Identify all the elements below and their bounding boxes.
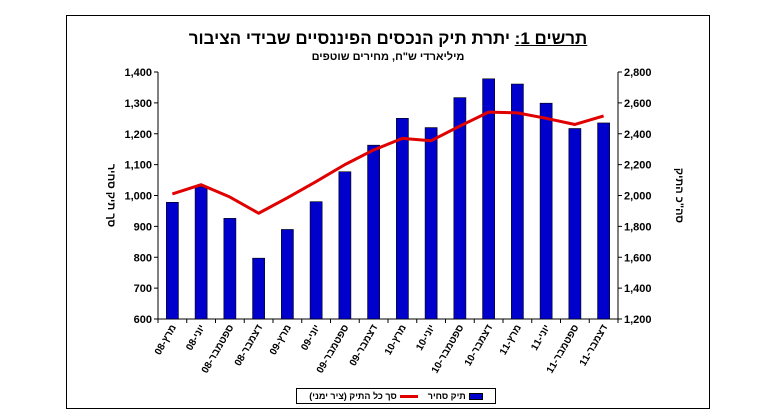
right-tick-label: 2,400	[624, 129, 652, 141]
legend-swatch-line	[399, 394, 418, 398]
bar	[482, 78, 495, 320]
bar	[252, 257, 265, 320]
right-tick-label: 1,200	[624, 314, 652, 326]
left-tick-label: 900	[134, 221, 152, 233]
bar	[194, 186, 208, 320]
right-tick-label: 1,800	[624, 221, 652, 233]
bar	[309, 201, 323, 320]
bar	[597, 122, 610, 320]
x-tick-label: יוני-09	[299, 323, 322, 353]
right-tick-label: 2,800	[624, 67, 652, 79]
chart-title: תרשים 1: יתרת תיק הנכסים הפיננסיים שבידי…	[66, 29, 710, 49]
bar	[453, 97, 467, 320]
left-tick-label: 1,000	[124, 191, 152, 203]
legend-swatch-bar	[468, 392, 483, 400]
right-tick-label: 2,600	[624, 98, 652, 110]
left-axis-label: סך תיק סחיר	[105, 164, 117, 228]
bar	[396, 118, 409, 320]
x-tick-label: מרץ-11	[498, 323, 524, 357]
total-line	[171, 110, 605, 215]
x-tick-label: דצמבר-10	[463, 323, 496, 368]
bar	[281, 229, 294, 320]
right-tick-label: 2,200	[624, 160, 652, 172]
bar	[424, 127, 438, 320]
bar	[539, 102, 553, 320]
left-tick-label: 1,400	[124, 67, 152, 79]
right-tick-label: 1,400	[624, 283, 652, 295]
x-tick-label: מרץ-09	[268, 323, 294, 357]
x-tick-label: מרץ-08	[153, 323, 179, 357]
bar	[511, 83, 524, 320]
chart-title-rest: יתרת תיק הנכסים הפיננסיים שבידי הציבור	[188, 29, 515, 48]
legend: תיק סחיר סך כל התיק (ציר ימני)	[296, 388, 496, 404]
legend-label-bar: תיק סחיר	[427, 391, 466, 401]
legend-label-line: סך כל התיק (ציר ימני)	[309, 391, 397, 401]
bar	[338, 171, 352, 320]
chart-subtitle: מיליארדי ש"ח, מחירים שוטפים	[311, 51, 465, 63]
left-tick-label: 1,100	[124, 160, 152, 172]
legend-item-bar: תיק סחיר	[428, 391, 483, 401]
legend-item-line: סך כל התיק (ציר ימני)	[309, 391, 418, 401]
x-tick-label: יוני-08	[184, 323, 207, 353]
bar	[367, 144, 380, 320]
x-tick-label: דצמבר-11	[578, 323, 611, 368]
right-tick-label: 1,600	[624, 252, 652, 264]
x-tick-label: יוני-10	[414, 323, 437, 353]
x-tick-label: דצמבר-09	[348, 323, 381, 368]
bar	[166, 201, 179, 320]
right-axis-label: סה"כ התיק	[673, 168, 685, 224]
bar	[223, 218, 237, 320]
left-tick-label: 600	[134, 314, 152, 326]
chart-title-lead: תרשים 1:	[514, 29, 588, 48]
left-tick-label: 700	[134, 283, 152, 295]
x-tick-label: דצמבר-08	[233, 323, 266, 368]
left-tick-label: 800	[134, 252, 152, 264]
right-tick-label: 2,000	[624, 191, 652, 203]
x-tick-label: מרץ-10	[383, 323, 409, 357]
left-tick-label: 1,300	[124, 98, 152, 110]
x-tick-label: יוני-11	[529, 323, 552, 353]
left-tick-label: 1,200	[124, 129, 152, 141]
bar	[568, 128, 582, 320]
